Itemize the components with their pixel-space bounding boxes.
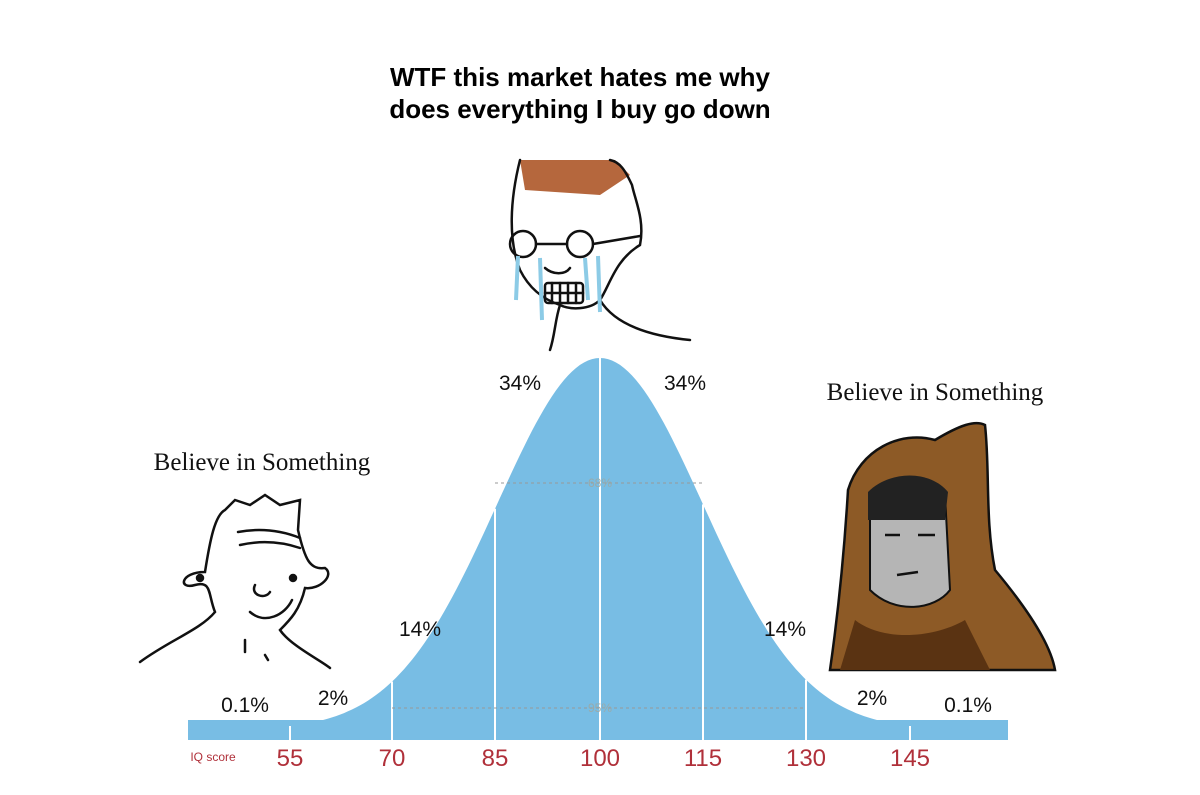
dividers [289,358,911,740]
curve-area [188,358,1008,730]
score-label: 130 [786,745,826,772]
caption: Believe in Something [154,449,371,476]
score-label: 85 [482,745,509,772]
right-character [828,421,1057,672]
segment-label: 34% [664,372,706,395]
segment-label: 2% [857,687,887,710]
score-label: 115 [684,745,722,772]
score-label: 145 [890,745,930,772]
axis-label: IQ score [190,750,236,764]
title-line: WTF this market hates me why [390,62,771,92]
segment-label: 34% [499,372,541,395]
segment-label: 14% [764,618,806,641]
band-label: 95% [588,701,612,715]
title-line: does everything I buy go down [389,94,770,124]
middle-character [508,158,692,352]
segment-label: 0.1% [944,694,992,717]
band-label: 68% [588,476,612,490]
segment-label: 14% [399,618,441,641]
caption: Believe in Something [827,379,1044,406]
score-label: 70 [379,745,406,772]
segment-label: 2% [318,687,348,710]
segment-label: 0.1% [221,694,269,717]
left-character [138,493,332,670]
score-label: 55 [277,745,304,772]
score-label: 100 [580,745,620,772]
